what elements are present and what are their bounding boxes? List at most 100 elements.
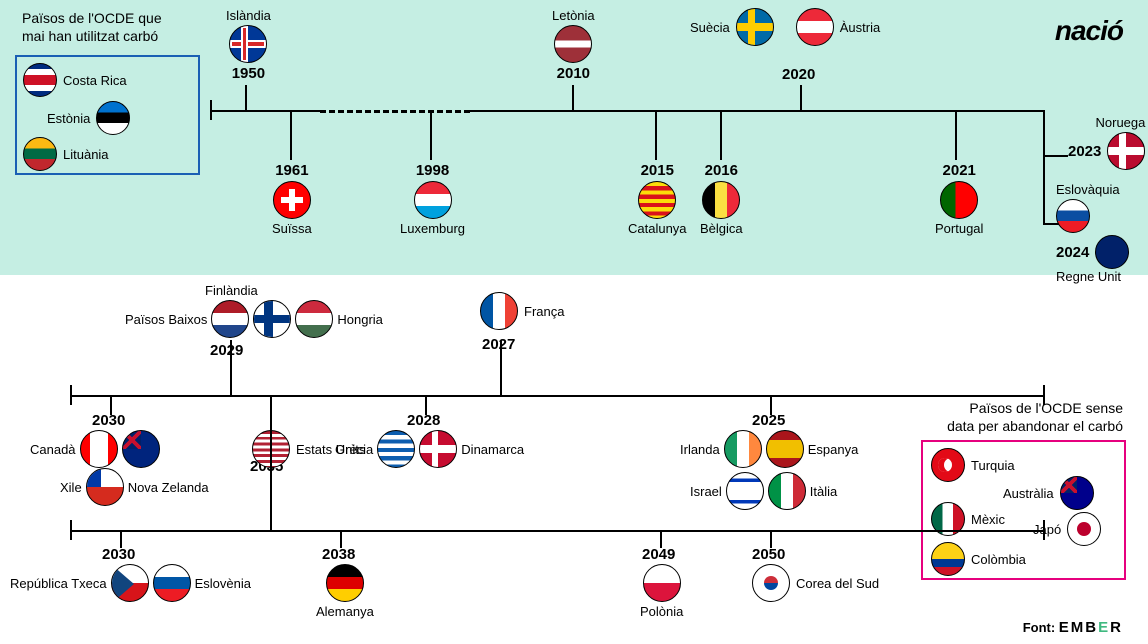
- year-label: 2028: [407, 412, 440, 429]
- timeline-node: 2021 Portugal: [935, 162, 983, 236]
- country-label: Xile: [60, 480, 82, 495]
- flag-icon: [480, 292, 518, 330]
- axis-endcap: [1043, 385, 1045, 405]
- year-label: 2015: [641, 162, 674, 179]
- legend-entry: Lituània: [23, 137, 109, 171]
- flag-icon: [273, 181, 311, 219]
- flag-icon: [1056, 199, 1090, 233]
- legend-entry: Estònia: [47, 101, 130, 135]
- tick: [572, 85, 574, 110]
- flag-icon: [86, 468, 124, 506]
- timeline-node: Noruega 2023: [1068, 115, 1145, 170]
- tick: [655, 110, 657, 160]
- timeline-node: Eslovàquia 2024 Regne Unit: [1056, 182, 1129, 284]
- flag-icon: [96, 101, 130, 135]
- country-label: Colòmbia: [971, 552, 1026, 567]
- tick: [1043, 155, 1068, 157]
- country-label: Irlanda: [680, 442, 720, 457]
- timeline-node: 2015 Catalunya: [628, 162, 687, 236]
- timeline-vert: [1043, 110, 1045, 225]
- flag-icon: [326, 564, 364, 602]
- year-label: 2030: [92, 412, 125, 429]
- ember-logo: EMBER: [1059, 619, 1123, 636]
- timeline-node: Israel Itàlia: [690, 472, 837, 510]
- timeline-axis: [70, 530, 1043, 532]
- year-label: 2025: [752, 412, 785, 429]
- country-label: Regne Unit: [1056, 269, 1129, 284]
- flag-icon: [766, 430, 804, 468]
- tick: [800, 85, 802, 110]
- timeline-node: Xile Nova Zelanda: [60, 468, 209, 506]
- flag-icon: [153, 564, 191, 602]
- title-no-date: Països de l'OCDE sense data per abandona…: [947, 400, 1123, 435]
- flag-icon: [377, 430, 415, 468]
- flag-icon: [554, 25, 592, 63]
- flag-icon: [229, 25, 267, 63]
- country-label: Països Baixos: [125, 312, 207, 327]
- country-label: Bèlgica: [700, 221, 743, 236]
- timeline-node: Polònia: [640, 564, 683, 619]
- legend-entry: Austràlia: [1003, 476, 1094, 510]
- year-label: 2027: [482, 336, 515, 353]
- year-label: 2010: [557, 65, 590, 82]
- flag-icon: [768, 472, 806, 510]
- axis-endcap: [70, 385, 72, 405]
- country-label: Grècia: [335, 442, 373, 457]
- flag-icon: [23, 63, 57, 97]
- source-label: Font:: [1023, 620, 1055, 635]
- country-label: Noruega: [1068, 115, 1145, 130]
- year-label: 2050: [752, 546, 785, 563]
- timeline-node: Irlanda Espanya: [680, 430, 858, 468]
- country-label: Estònia: [47, 111, 90, 126]
- flag-icon: [702, 181, 740, 219]
- country-label: Espanya: [808, 442, 859, 457]
- country-label: Suècia: [690, 20, 730, 35]
- country-label: Letònia: [552, 8, 595, 23]
- legend-entry: Costa Rica: [23, 63, 127, 97]
- title-line2: data per abandonar el carbó: [947, 418, 1123, 434]
- timeline-vert: [270, 395, 272, 530]
- country-label: França: [524, 304, 564, 319]
- flag-icon: [726, 472, 764, 510]
- country-label: Canadà: [30, 442, 76, 457]
- timeline-axis: [70, 395, 1043, 397]
- country-label: Hongria: [337, 312, 383, 327]
- country-label: Dinamarca: [461, 442, 524, 457]
- country-label: Eslovàquia: [1056, 182, 1129, 197]
- tick: [430, 110, 432, 160]
- timeline-node: 1998 Luxemburg: [400, 162, 465, 236]
- flag-icon: [940, 181, 978, 219]
- country-label: Àustria: [840, 20, 880, 35]
- flag-icon: [724, 430, 762, 468]
- timeline-node: 1961 Suïssa: [272, 162, 312, 236]
- country-label: Portugal: [935, 221, 983, 236]
- timeline-node: Països Baixos Hongria: [125, 300, 383, 338]
- country-label: Suïssa: [272, 221, 312, 236]
- year-label: 2021: [943, 162, 976, 179]
- year-label: 2016: [705, 162, 738, 179]
- timeline-axis-dashed: [320, 110, 470, 113]
- year-label: 2024: [1056, 244, 1089, 261]
- year-label: 1961: [275, 162, 308, 179]
- flag-icon: [122, 430, 160, 468]
- legend-entry: Colòmbia: [931, 542, 1026, 576]
- country-label: Israel: [690, 484, 722, 499]
- timeline-node: 2016 Bèlgica: [700, 162, 743, 236]
- timeline-node: Islàndia 1950: [226, 8, 271, 82]
- tick: [720, 110, 722, 160]
- year-label: 2049: [642, 546, 675, 563]
- flag-icon: [931, 542, 965, 576]
- axis-endcap: [70, 520, 72, 540]
- timeline-node: Alemanya: [316, 564, 374, 619]
- never-used-box: Costa Rica Estònia Lituània: [15, 55, 200, 175]
- tick: [290, 110, 292, 160]
- year-label: 2030: [102, 546, 135, 563]
- flag-icon: [638, 181, 676, 219]
- year-label: 2020: [782, 66, 815, 83]
- title-line1: Països de l'OCDE sense: [969, 400, 1123, 416]
- timeline-node: França: [480, 292, 564, 330]
- country-label: Lituània: [63, 147, 109, 162]
- flag-icon: [1060, 476, 1094, 510]
- country-label: Austràlia: [1003, 486, 1054, 501]
- flag-icon: [253, 300, 291, 338]
